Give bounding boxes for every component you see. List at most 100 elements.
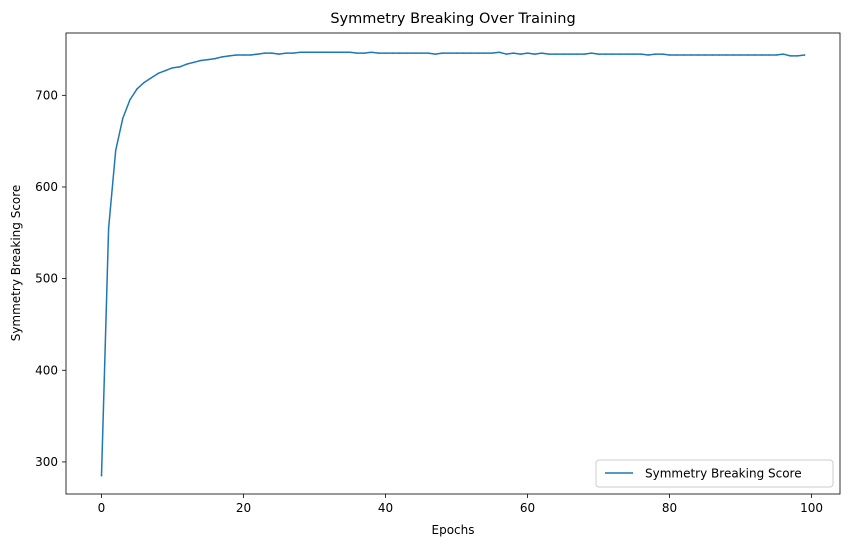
data-point	[526, 52, 529, 54]
data-point	[171, 67, 174, 69]
data-point	[668, 54, 671, 56]
data-point	[725, 54, 728, 56]
data-point	[796, 55, 799, 57]
x-axis-label: Epochs	[432, 523, 475, 537]
data-point	[732, 54, 735, 56]
data-point	[377, 52, 380, 54]
chart-title: Symmetry Breaking Over Training	[330, 11, 575, 27]
data-point	[640, 53, 642, 55]
data-point	[107, 227, 110, 229]
data-point	[455, 52, 458, 54]
data-point	[164, 69, 167, 72]
y-tick-label: 600	[35, 180, 58, 194]
data-point	[484, 52, 486, 54]
plot-frame	[65, 32, 841, 495]
data-point	[789, 55, 792, 57]
data-point	[278, 53, 280, 55]
data-point	[604, 53, 607, 55]
data-point	[768, 54, 770, 56]
legend-box	[595, 459, 834, 488]
data-point	[803, 54, 806, 56]
data-point	[583, 53, 586, 55]
data-point	[271, 52, 273, 54]
data-point	[675, 54, 678, 56]
data-point	[441, 52, 444, 54]
data-point	[711, 54, 713, 56]
data-point	[498, 51, 500, 53]
data-point	[384, 52, 387, 54]
data-point	[661, 53, 664, 55]
data-point	[704, 54, 706, 56]
data-point	[114, 149, 117, 152]
data-point	[306, 51, 309, 53]
x-tick-label: 100	[800, 501, 823, 515]
data-point	[626, 53, 628, 55]
data-point	[541, 52, 543, 54]
data-point	[363, 52, 365, 54]
y-axis-ticks: 300 400 500 600 700	[35, 88, 66, 469]
data-point	[136, 88, 138, 90]
data-point	[690, 54, 692, 56]
data-point	[548, 53, 550, 55]
data-point	[264, 52, 266, 54]
data-point	[683, 54, 685, 56]
data-point	[256, 53, 259, 55]
data-point	[761, 54, 763, 56]
data-point	[746, 54, 749, 56]
data-point	[185, 63, 188, 65]
data-point	[398, 52, 401, 54]
data-point	[420, 52, 422, 54]
data-point	[782, 53, 784, 55]
data-point	[193, 61, 195, 64]
data-point	[235, 54, 238, 56]
data-point	[292, 52, 294, 54]
data-point	[327, 51, 330, 53]
y-axis-label: Symmetry Breaking Score	[9, 185, 23, 342]
data-point	[590, 52, 593, 54]
x-tick-label: 0	[98, 501, 106, 515]
data-point	[448, 52, 451, 54]
data-point	[512, 52, 515, 54]
data-point	[391, 52, 394, 54]
data-point	[249, 54, 252, 56]
x-axis-ticks: 0 20 40 60 80 100	[98, 494, 823, 515]
data-point	[285, 52, 287, 54]
data-point	[178, 66, 181, 68]
data-point	[228, 55, 231, 57]
data-point	[569, 53, 571, 55]
data-point	[434, 53, 436, 55]
series-line	[100, 51, 806, 477]
data-point	[619, 53, 621, 55]
data-point	[221, 56, 223, 58]
data-point	[754, 54, 756, 56]
data-point	[370, 51, 373, 53]
data-point	[207, 58, 209, 61]
data-point	[313, 51, 316, 53]
data-point	[200, 59, 202, 62]
data-point	[555, 53, 557, 55]
data-point	[299, 51, 302, 53]
x-tick-label: 40	[378, 501, 393, 515]
data-point	[427, 52, 429, 54]
data-point	[129, 99, 131, 101]
x-tick-label: 20	[236, 501, 251, 515]
data-point	[775, 54, 777, 56]
data-point	[356, 52, 358, 54]
data-point	[349, 51, 351, 53]
x-tick-label: 80	[662, 501, 677, 515]
data-point	[505, 53, 508, 55]
data-point	[320, 51, 323, 53]
data-point	[477, 52, 479, 54]
y-tick-label: 500	[35, 272, 58, 286]
y-tick-label: 700	[35, 88, 58, 102]
y-tick-label: 300	[35, 455, 58, 469]
data-point	[214, 57, 216, 60]
data-point	[697, 54, 699, 56]
data-points	[100, 51, 806, 477]
data-point	[718, 54, 721, 56]
data-point	[157, 72, 160, 75]
data-point	[143, 81, 145, 84]
data-point	[654, 53, 657, 55]
